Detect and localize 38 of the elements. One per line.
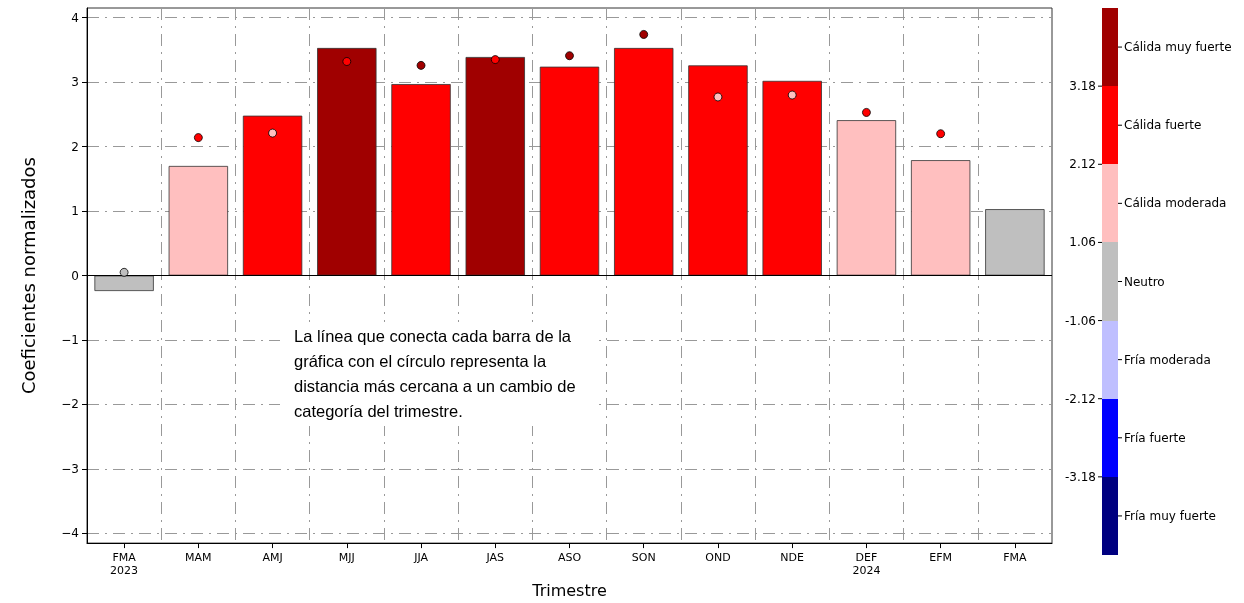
category-label: Fría moderada xyxy=(1124,352,1211,367)
category-label: Fría fuerte xyxy=(1124,430,1186,445)
x-tick-label: FMA 2023 xyxy=(110,551,139,578)
x-tick-label: MAM xyxy=(185,551,212,565)
x-tick-label: MJJ xyxy=(338,551,355,565)
category-label: Fría muy fuerte xyxy=(1124,508,1216,523)
x-axis-title: Trimestre xyxy=(531,580,607,600)
y-tick-label: −4 xyxy=(61,526,79,541)
category-label: Cálida fuerte xyxy=(1124,118,1202,133)
y-tick-label: 0 xyxy=(71,268,79,283)
y-tick-label: 2 xyxy=(71,139,79,154)
text: 3.18 xyxy=(1069,79,1096,94)
text: -2.12 xyxy=(1064,391,1096,406)
x-tick-label: AMJ xyxy=(262,551,283,565)
x-tick-label: NDE xyxy=(780,551,805,565)
category-label: Cálida moderada xyxy=(1124,196,1227,211)
x-tick-label: FMA xyxy=(1003,551,1028,565)
text: -1.06 xyxy=(1064,313,1096,328)
x-tick-label: JJA xyxy=(413,551,429,565)
y-tick-label: −3 xyxy=(61,461,79,476)
y-tick-label: 3 xyxy=(71,75,79,90)
text: 2.12 xyxy=(1069,157,1096,172)
text: 1.06 xyxy=(1069,235,1096,250)
x-tick-label: SON xyxy=(631,551,656,565)
x-tick-label: EFM xyxy=(929,551,953,565)
y-tick-label: −1 xyxy=(61,333,79,348)
category-label: Cálida muy fuerte xyxy=(1124,40,1232,55)
text: -3.18 xyxy=(1064,469,1096,484)
y-tick-label: 1 xyxy=(71,204,79,219)
y-tick-label: −2 xyxy=(61,397,79,412)
annotation: La línea que conecta cada barra de la gráfica con el círculo representa la distancia más cercana a un cambio de categoría del trimestre. xyxy=(280,322,593,426)
x-tick-label: DEF 2024 xyxy=(852,551,881,578)
y-axis-title: Coeficientes normalizados xyxy=(17,157,39,395)
x-tick-label: JAS xyxy=(485,551,505,565)
category-label: Neutro xyxy=(1124,274,1165,289)
x-tick-label: ASO xyxy=(557,551,582,565)
x-tick-label: OND xyxy=(705,551,731,565)
y-tick-label: 4 xyxy=(71,10,79,25)
